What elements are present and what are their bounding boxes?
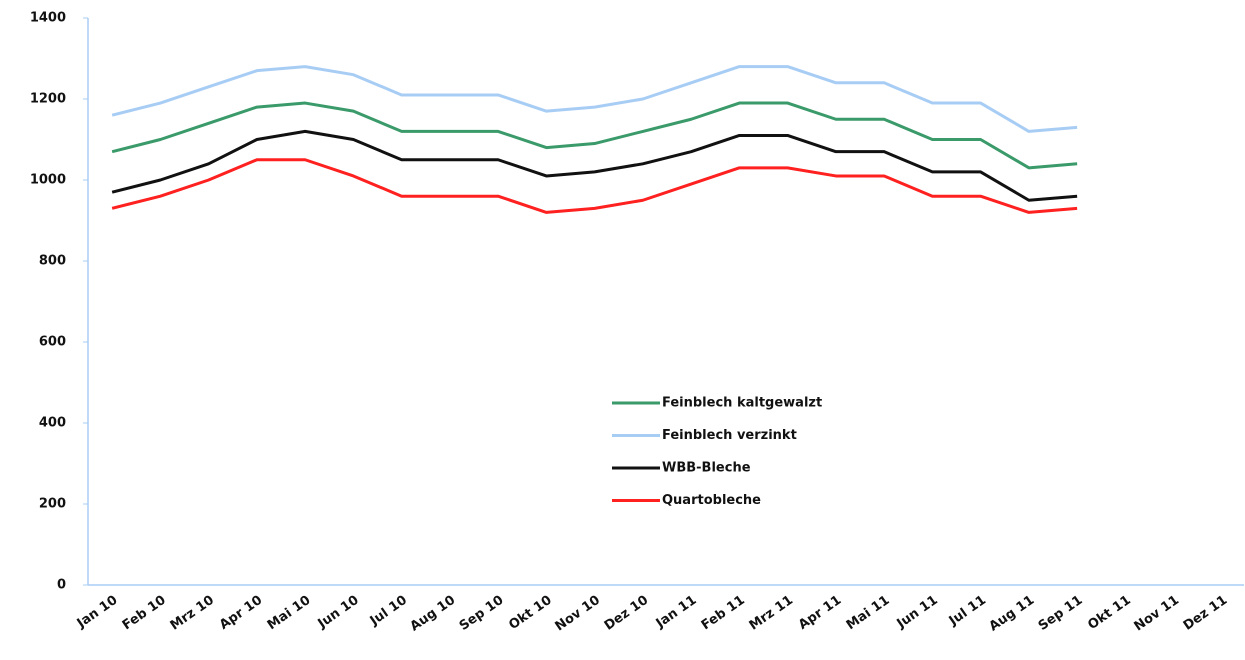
x-tick-label: Aug 11	[987, 593, 1038, 635]
y-tick-label: 600	[39, 335, 66, 350]
legend-label: Feinblech verzinkt	[662, 428, 797, 443]
x-tick-label: Mai 10	[265, 593, 314, 633]
x-tick-label: Sep 11	[1036, 593, 1086, 634]
y-tick-label: 1000	[30, 173, 66, 188]
x-tick-label: Nov 11	[1132, 593, 1182, 634]
x-tick-label: Jul 11	[946, 593, 989, 629]
y-tick-label: 1200	[30, 92, 66, 107]
x-tick-label: Jan 10	[74, 593, 121, 632]
y-tick-label: 1400	[30, 11, 66, 26]
x-tick-label: Jul 10	[367, 593, 410, 629]
y-tick-label: 200	[39, 497, 66, 512]
x-tick-label: Mai 11	[844, 593, 893, 633]
x-tick-label: Apr 11	[796, 593, 844, 633]
x-tick-label: Mrz 10	[168, 593, 217, 634]
legend-label: Quartobleche	[662, 493, 761, 508]
x-tick-label: Apr 10	[217, 593, 265, 633]
y-tick-label: 0	[57, 578, 66, 593]
x-tick-label: Feb 11	[699, 593, 748, 633]
x-tick-label: Dez 10	[602, 593, 651, 634]
legend-label: WBB-Bleche	[662, 461, 751, 476]
x-tick-label: Jun 10	[315, 593, 362, 632]
x-tick-label: Nov 10	[553, 593, 603, 634]
x-tick-label: Okt 10	[506, 593, 554, 633]
y-tick-label: 400	[39, 416, 66, 431]
series-line	[111, 158, 1078, 214]
legend-label: Feinblech kaltgewalzt	[662, 396, 822, 411]
series-line	[111, 129, 1078, 202]
x-tick-label: Feb 10	[120, 593, 169, 633]
x-tick-label: Jun 11	[894, 593, 941, 632]
y-tick-label: 800	[39, 254, 66, 269]
x-tick-label: Jan 11	[653, 593, 700, 632]
x-tick-label: Okt 11	[1085, 593, 1133, 633]
series-line	[111, 101, 1078, 170]
x-tick-label: Dez 11	[1181, 593, 1230, 634]
x-tick-label: Mrz 11	[747, 593, 796, 634]
x-tick-label: Sep 10	[457, 593, 507, 634]
x-tick-label: Aug 10	[408, 593, 459, 635]
series-line	[111, 65, 1078, 133]
